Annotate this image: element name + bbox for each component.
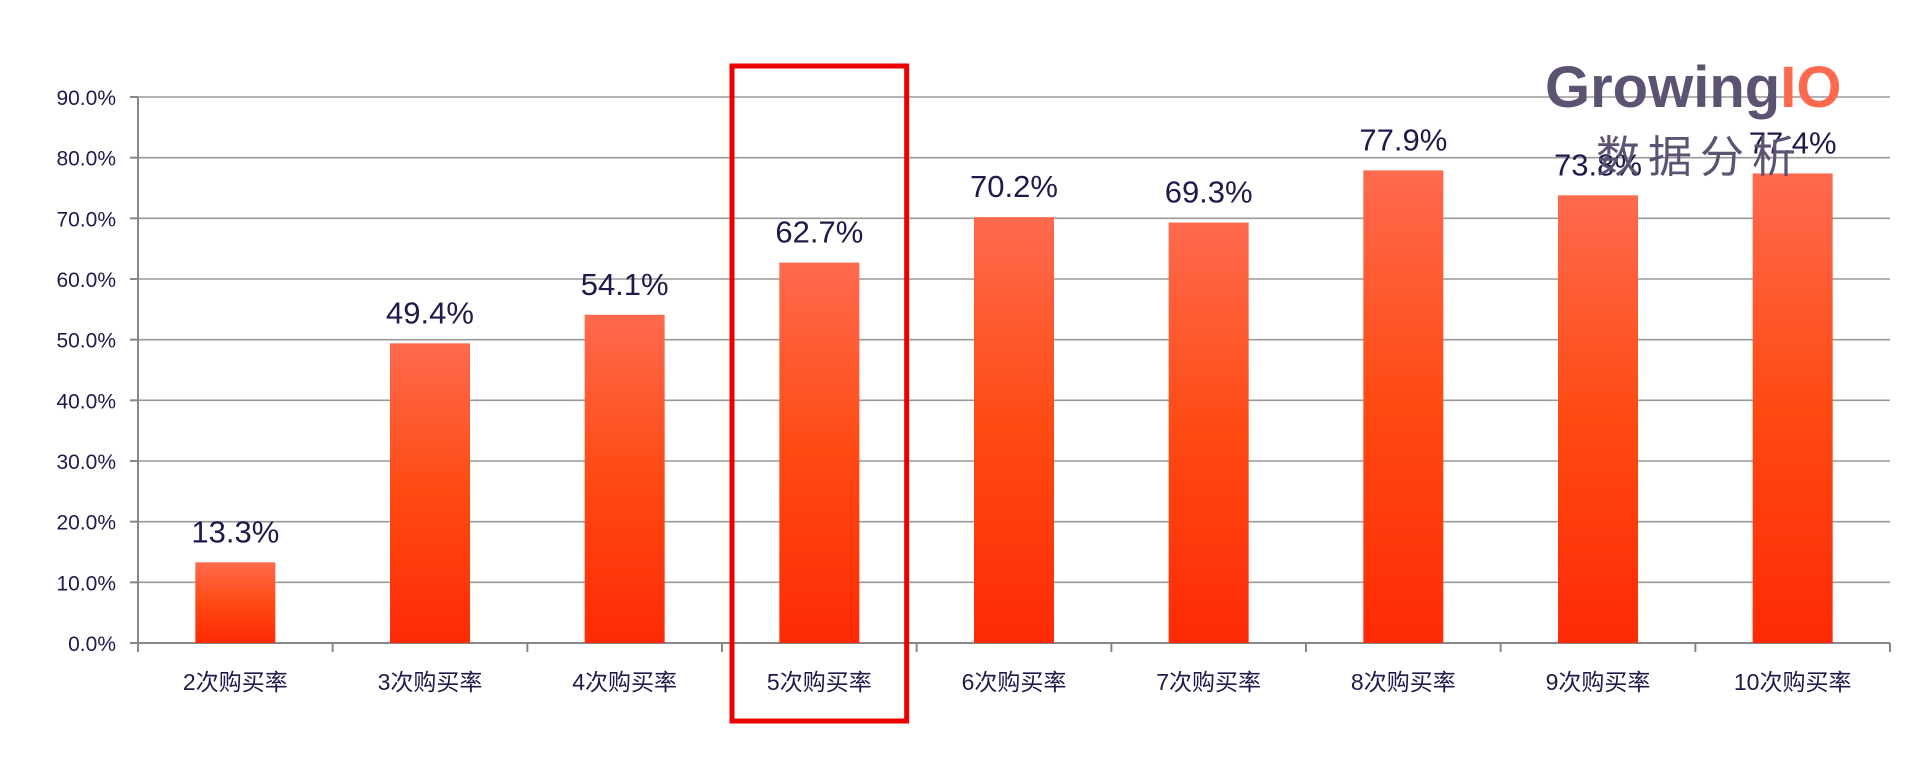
highlight-box [729, 63, 910, 724]
logo-brand-suffix: IO [1780, 55, 1841, 120]
data-label: 77.4% [1749, 125, 1837, 160]
logo-brand: Growing [1545, 55, 1780, 120]
y-tick-label: 80.0% [56, 148, 116, 171]
x-tick-label: 5次购买率 [767, 669, 872, 695]
y-axis-ticks: 0.0% 10.0% 20.0% 30.0% 40.0% 50.0% 60.0% 70.0% 8… [56, 87, 116, 656]
bar [195, 562, 276, 643]
data-label: 49.4% [386, 295, 474, 330]
data-label: 62.7% [775, 215, 863, 250]
growingio-watermark: GrowingIO 数据分析 [1545, 55, 1841, 182]
x-tick-label: 3次购买率 [378, 669, 483, 695]
bars [195, 170, 1833, 643]
y-tick-label: 90.0% [56, 87, 116, 110]
x-tick-label: 4次购买率 [572, 669, 677, 695]
bar [779, 262, 860, 643]
y-tick-label: 60.0% [56, 269, 116, 292]
bar [584, 314, 665, 643]
data-label: 54.1% [581, 267, 669, 302]
data-label: 73.8% [1554, 147, 1642, 182]
y-tick-label: 10.0% [56, 572, 116, 595]
y-tick-label: 0.0% [68, 633, 116, 656]
bar [1168, 222, 1249, 643]
x-axis-ticks: 2次购买率 3次购买率 4次购买率 5次购买率 6次购买率 7次购买率 8次购买率 9次购买率… [183, 669, 1852, 695]
x-tick-label: 10次购买率 [1734, 669, 1852, 695]
bar [1752, 173, 1833, 643]
bar [1558, 195, 1638, 643]
x-tick-label: 7次购买率 [1156, 669, 1261, 695]
y-tick-label: 30.0% [56, 451, 116, 474]
y-tick-label: 20.0% [56, 512, 116, 535]
svg-text:GrowingIO: GrowingIO [1545, 55, 1841, 120]
bar [974, 217, 1054, 643]
x-tick-label: 9次购买率 [1546, 669, 1651, 695]
data-label: 69.3% [1165, 175, 1253, 210]
x-tick-label: 8次购买率 [1351, 669, 1456, 695]
bar [1363, 170, 1444, 643]
y-tick-label: 50.0% [56, 330, 116, 353]
y-tick-label: 70.0% [56, 208, 116, 231]
x-tick-label: 2次购买率 [183, 669, 288, 695]
y-tick-label: 40.0% [56, 390, 116, 413]
x-tick-label: 6次购买率 [962, 669, 1067, 695]
data-label: 13.3% [191, 514, 279, 549]
bar [390, 343, 470, 643]
data-labels: 13.3% 49.4% 54.1% 62.7% 70.2% 69.3% 77.9% 73.8%… [191, 122, 1836, 549]
logo-subtitle: 数据分析 [1596, 133, 1804, 182]
data-label: 77.9% [1359, 122, 1447, 157]
data-label: 70.2% [970, 169, 1058, 204]
